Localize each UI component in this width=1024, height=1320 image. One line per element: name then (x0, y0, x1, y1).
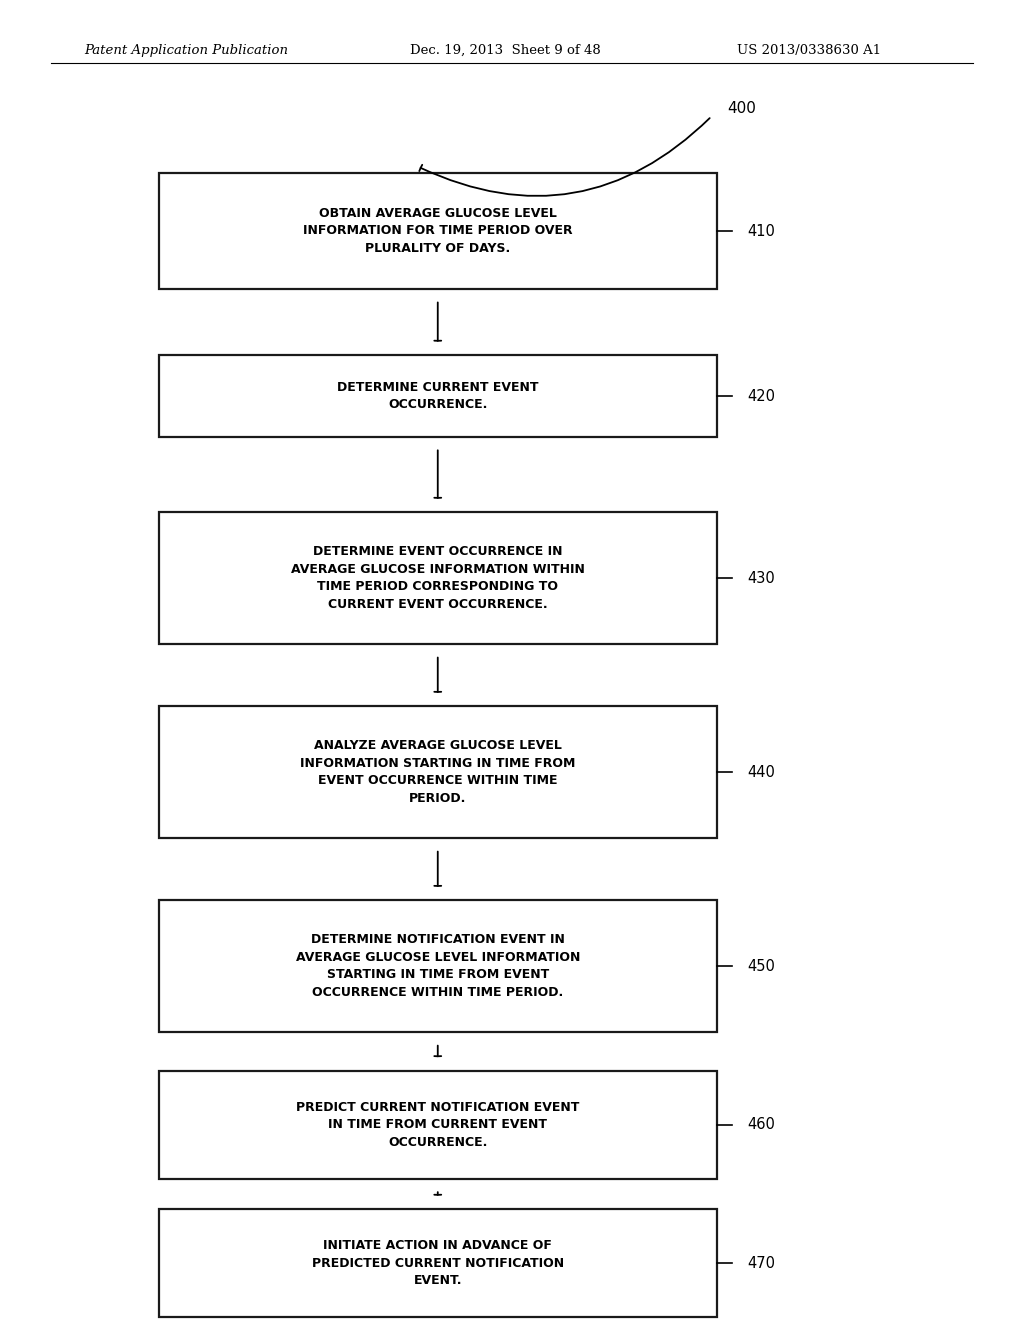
Bar (159, 900, 717, 1032)
Bar (159, 1209, 717, 1317)
Text: DETERMINE EVENT OCCURRENCE IN
AVERAGE GLUCOSE INFORMATION WITHIN
TIME PERIOD COR: DETERMINE EVENT OCCURRENCE IN AVERAGE GL… (291, 545, 585, 611)
Text: OBTAIN AVERAGE GLUCOSE LEVEL
INFORMATION FOR TIME PERIOD OVER
PLURALITY OF DAYS.: OBTAIN AVERAGE GLUCOSE LEVEL INFORMATION… (303, 207, 572, 255)
Text: US 2013/0338630 A1: US 2013/0338630 A1 (737, 44, 882, 57)
Text: Dec. 19, 2013  Sheet 9 of 48: Dec. 19, 2013 Sheet 9 of 48 (410, 44, 600, 57)
Text: 460: 460 (748, 1117, 775, 1133)
Text: Patent Application Publication: Patent Application Publication (84, 44, 288, 57)
Text: 440: 440 (748, 764, 775, 780)
Text: 400: 400 (727, 100, 756, 116)
Bar (159, 355, 717, 437)
Text: 410: 410 (748, 223, 775, 239)
Text: DETERMINE NOTIFICATION EVENT IN
AVERAGE GLUCOSE LEVEL INFORMATION
STARTING IN TI: DETERMINE NOTIFICATION EVENT IN AVERAGE … (296, 933, 580, 999)
Text: 430: 430 (748, 570, 775, 586)
Text: 420: 420 (748, 388, 775, 404)
Bar (159, 706, 717, 838)
Text: DETERMINE CURRENT EVENT
OCCURRENCE.: DETERMINE CURRENT EVENT OCCURRENCE. (337, 380, 539, 412)
Bar (159, 173, 717, 289)
Text: 470: 470 (748, 1255, 775, 1271)
Text: 450: 450 (748, 958, 775, 974)
Text: ANALYZE AVERAGE GLUCOSE LEVEL
INFORMATION STARTING IN TIME FROM
EVENT OCCURRENCE: ANALYZE AVERAGE GLUCOSE LEVEL INFORMATIO… (300, 739, 575, 805)
Bar (159, 512, 717, 644)
Bar (159, 1071, 717, 1179)
Text: INITIATE ACTION IN ADVANCE OF
PREDICTED CURRENT NOTIFICATION
EVENT.: INITIATE ACTION IN ADVANCE OF PREDICTED … (311, 1239, 564, 1287)
Text: PREDICT CURRENT NOTIFICATION EVENT
IN TIME FROM CURRENT EVENT
OCCURRENCE.: PREDICT CURRENT NOTIFICATION EVENT IN TI… (296, 1101, 580, 1148)
